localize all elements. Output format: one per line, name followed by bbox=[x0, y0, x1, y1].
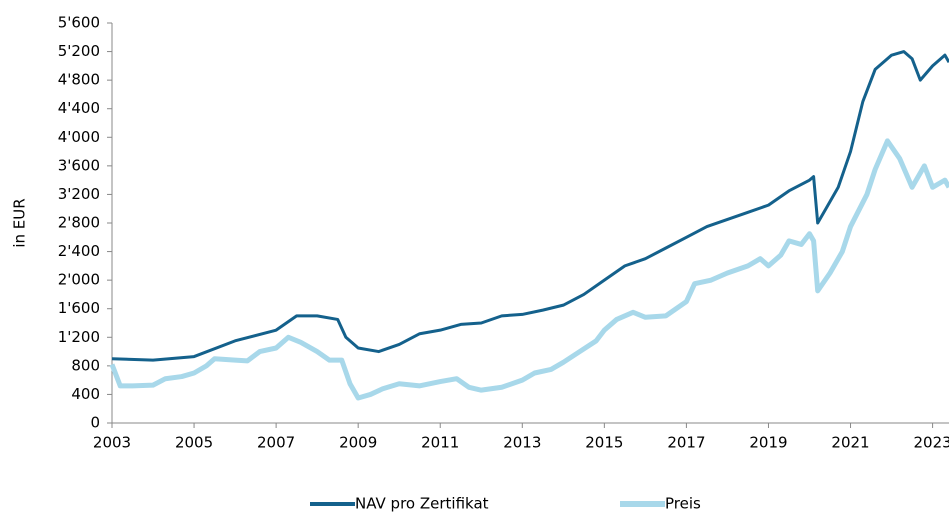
y-tick-label: 2'400 bbox=[58, 242, 100, 260]
x-tick-label: 2021 bbox=[831, 434, 869, 452]
x-tick-label: 2003 bbox=[93, 434, 131, 452]
x-tick-label: 2005 bbox=[175, 434, 213, 452]
y-tick-label: 1'600 bbox=[58, 299, 100, 317]
legend-label: Preis bbox=[665, 495, 701, 513]
y-axis-label: in EUR bbox=[11, 198, 29, 247]
x-tick-label: 2019 bbox=[749, 434, 787, 452]
y-tick-label: 4'800 bbox=[58, 71, 100, 89]
x-tick-label: 2017 bbox=[667, 434, 705, 452]
y-tick-label: 4'400 bbox=[58, 99, 100, 117]
line-series bbox=[111, 50, 949, 362]
x-tick-label: 2023 bbox=[913, 434, 949, 452]
y-tick-label: 4'000 bbox=[58, 128, 100, 146]
y-tick-label: 2'000 bbox=[58, 271, 100, 289]
y-tick-label: 3'600 bbox=[58, 156, 100, 174]
y-tick-label: 1'200 bbox=[58, 328, 100, 346]
line-series bbox=[109, 138, 949, 401]
y-tick-label: 5'600 bbox=[58, 14, 100, 32]
legend-label: NAV pro Zertifikat bbox=[355, 495, 489, 513]
x-tick-label: 2009 bbox=[339, 434, 377, 452]
x-tick-label: 2013 bbox=[503, 434, 541, 452]
y-tick-label: 400 bbox=[71, 385, 100, 403]
x-tick-label: 2007 bbox=[257, 434, 295, 452]
y-tick-label: 0 bbox=[90, 414, 100, 432]
y-tick-label: 3'200 bbox=[58, 185, 100, 203]
y-tick-label: 800 bbox=[71, 356, 100, 374]
x-tick-label: 2011 bbox=[421, 434, 459, 452]
x-tick-label: 2015 bbox=[585, 434, 623, 452]
y-tick-label: 2'800 bbox=[58, 214, 100, 232]
y-tick-label: 5'200 bbox=[58, 42, 100, 60]
